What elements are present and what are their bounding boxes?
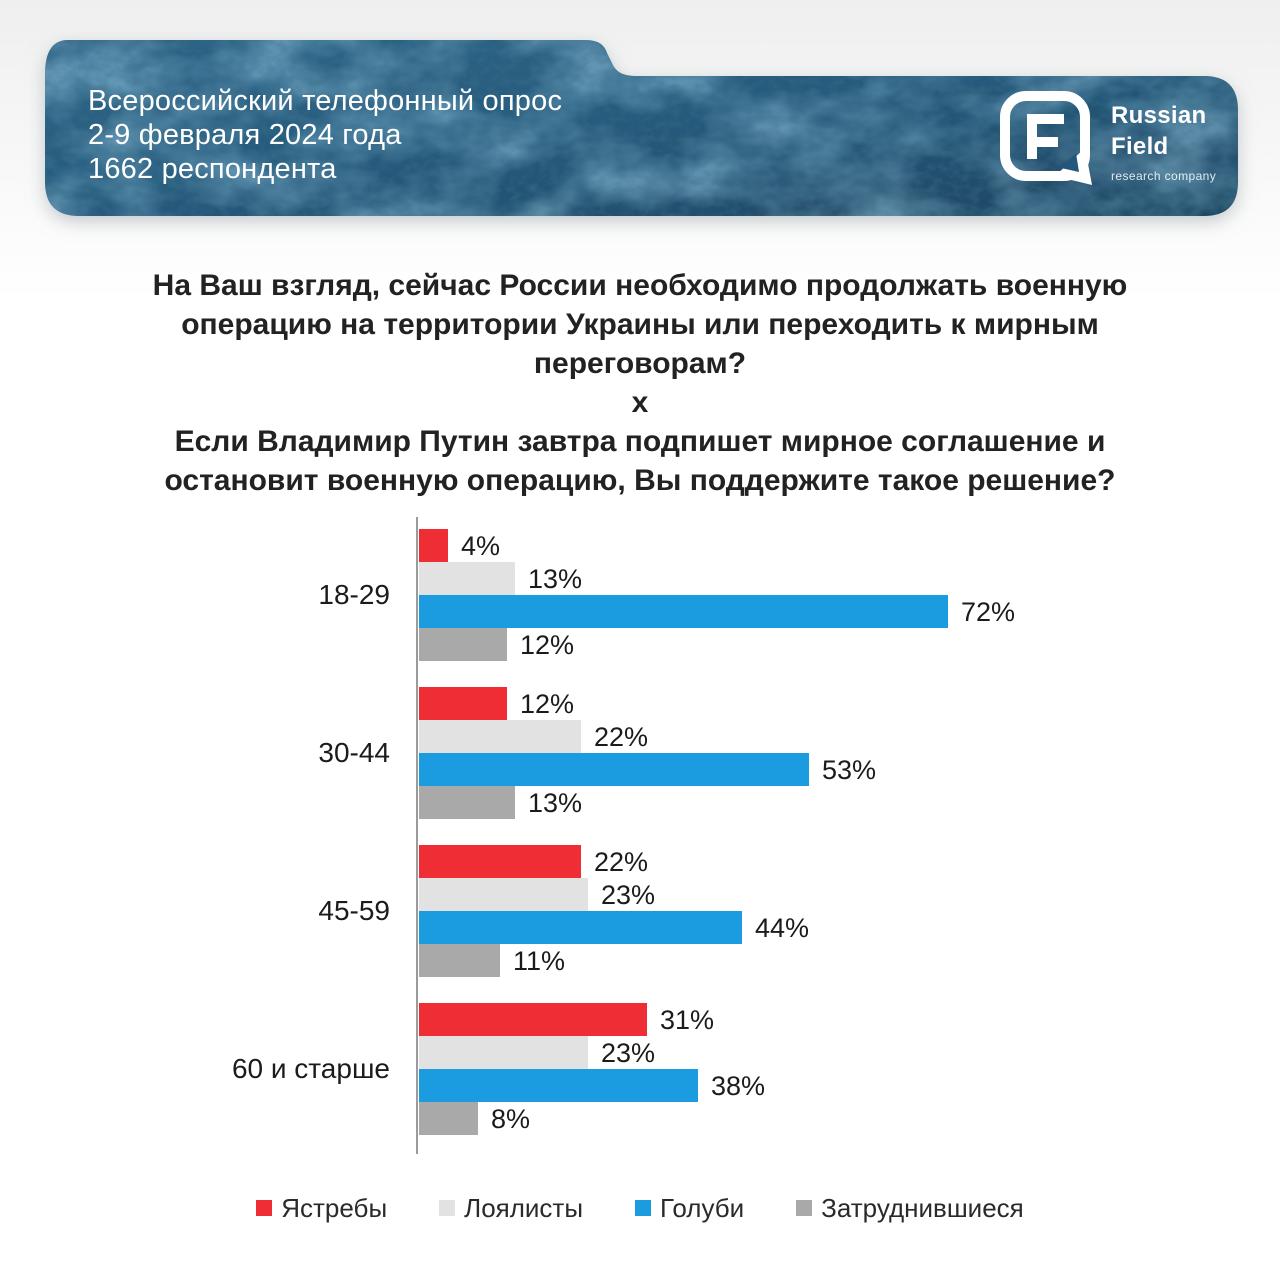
chart-group: 60 и старше 31% 23% 38% 8% — [0, 1003, 1280, 1135]
bar — [419, 1069, 698, 1102]
legend-marker — [796, 1200, 813, 1216]
question-part-1: На Ваш взгляд, сейчас России необходимо … — [152, 269, 1128, 380]
logo-name-line1: Russian — [1111, 102, 1207, 129]
value-label: 12% — [520, 630, 575, 660]
chart-legend: Ястребы Лоялисты Голуби Затруднившиеся — [0, 1190, 1280, 1226]
value-label: 38% — [711, 1071, 766, 1101]
bar — [419, 1036, 588, 1069]
bar — [419, 944, 500, 977]
value-label: 13% — [528, 564, 583, 594]
banner-text: Всероссийский телефонный опрос 2-9 февра… — [88, 84, 562, 186]
category-label: 18-29 — [318, 579, 390, 610]
value-label: 4% — [461, 531, 501, 561]
chart-group: 18-29 4% 13% 72% 12% — [0, 529, 1280, 661]
bar — [419, 845, 581, 878]
banner-line-2: 2-9 февраля 2024 года — [88, 119, 402, 151]
legend-item: Ястребы — [256, 1193, 387, 1224]
legend-label: Лоялисты — [464, 1192, 584, 1223]
value-label: 12% — [520, 689, 575, 719]
bar — [419, 1102, 478, 1135]
legend-marker — [256, 1200, 273, 1216]
value-label: 23% — [601, 1038, 656, 1068]
category-label: 30-44 — [318, 737, 390, 768]
value-label: 13% — [528, 788, 583, 818]
legend-marker — [439, 1200, 456, 1216]
legend-item: Лоялисты — [439, 1193, 583, 1224]
bar — [419, 595, 948, 628]
banner-line-1: Всероссийский телефонный опрос — [88, 85, 563, 117]
bar — [419, 786, 515, 819]
value-label: 8% — [491, 1104, 531, 1134]
value-label: 22% — [594, 847, 649, 877]
bar — [419, 687, 507, 720]
value-label: 31% — [660, 1005, 715, 1035]
question-separator: х — [631, 386, 649, 419]
bar — [419, 628, 507, 661]
value-label: 23% — [601, 880, 656, 910]
value-label: 11% — [513, 946, 566, 976]
banner-background — [45, 40, 1238, 216]
value-label: 72% — [961, 597, 1016, 627]
question-title: На Ваш взгляд, сейчас России необходимо … — [0, 266, 1280, 500]
bar — [419, 720, 581, 753]
category-label: 60 и старше — [231, 1053, 390, 1084]
logo-wordmark: Russian Field research company — [1111, 86, 1216, 188]
chart-group: 30-44 12% 22% 53% 13% — [0, 687, 1280, 819]
chart-group: 45-59 22% 23% 44% 11% — [0, 845, 1280, 977]
chart-axis-line — [416, 517, 418, 1154]
russian-field-logo: Russian Field research company — [995, 86, 1216, 188]
category-label: 45-59 — [318, 895, 390, 926]
bar — [419, 878, 588, 911]
question-part-2: Если Владимир Путин завтра подпишет мирн… — [164, 425, 1116, 497]
value-label: 53% — [822, 755, 877, 785]
bar — [419, 529, 448, 562]
legend-item: Голуби — [635, 1193, 744, 1224]
legend-item: Затруднившиеся — [796, 1193, 1024, 1224]
bar — [419, 562, 515, 595]
bar — [419, 753, 809, 786]
legend-label: Ястребы — [281, 1192, 388, 1223]
legend-marker — [635, 1200, 652, 1216]
logo-subtitle: research company — [1111, 169, 1217, 183]
legend-label: Голуби — [660, 1192, 745, 1223]
value-label: 44% — [755, 913, 810, 943]
bar — [419, 911, 742, 944]
bar — [419, 1003, 647, 1036]
russian-field-logo-icon — [1000, 91, 1092, 185]
logo-name-line2: Field — [1111, 133, 1169, 160]
banner-line-3: 1662 респондента — [88, 153, 337, 185]
value-label: 22% — [594, 722, 649, 752]
chart-groups: 18-29 4% 13% 72% 12% 30-44 12% 22% 53% 13% 45-59 22… — [0, 529, 1280, 1169]
legend-label: Затруднившиеся — [821, 1192, 1024, 1223]
